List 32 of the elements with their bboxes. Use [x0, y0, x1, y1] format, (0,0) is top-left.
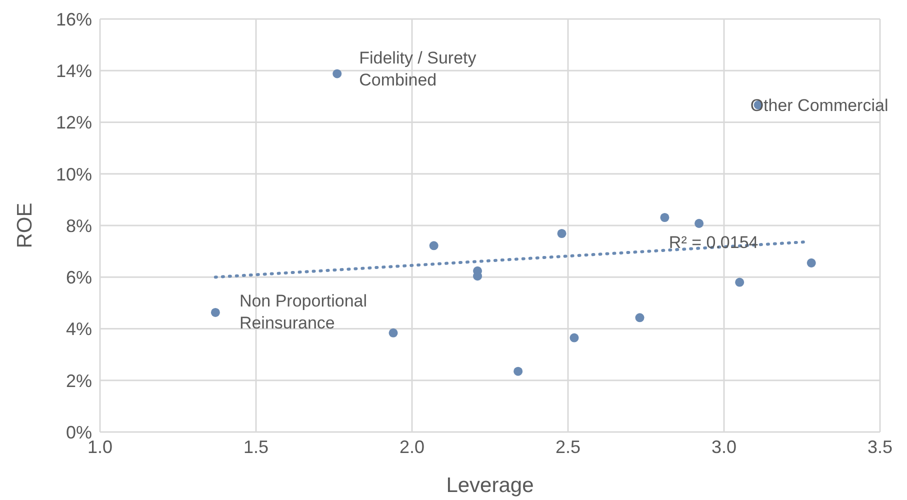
point	[429, 241, 438, 250]
y-tick-label: 0%	[66, 422, 92, 442]
x-tick-label: 2.5	[555, 436, 581, 457]
y-tick-label: 4%	[66, 319, 92, 340]
x-tick-label: 3.0	[711, 436, 737, 457]
point	[660, 212, 670, 222]
x-tick-label: 2.0	[399, 436, 425, 457]
point	[514, 366, 523, 376]
point	[557, 228, 566, 238]
point	[735, 278, 744, 287]
annotation: R² = 0.0154	[668, 232, 758, 252]
point	[806, 258, 816, 268]
y-tick-label: 16%	[56, 9, 92, 30]
annotation: Non Proportional Reinsurance	[239, 291, 368, 332]
point	[210, 308, 220, 317]
y-tick-label: 12%	[56, 112, 92, 133]
point	[332, 69, 342, 78]
x-axis-title: Leverage	[446, 474, 534, 497]
annotation: Other Commercial	[750, 96, 888, 115]
y-tick-label: 14%	[56, 61, 92, 82]
point	[570, 333, 579, 342]
y-tick-label: 10%	[56, 164, 92, 184]
point	[694, 218, 704, 228]
y-tick-label: 2%	[66, 370, 92, 391]
x-tick-label: 1.5	[243, 436, 269, 457]
y-tick-label: 8%	[66, 216, 92, 236]
annotation: Fidelity / Surety Combined	[359, 48, 477, 90]
point	[388, 328, 398, 338]
y-axis-title: ROE	[13, 202, 36, 248]
y-tick-label: 6%	[66, 268, 92, 288]
point	[635, 313, 644, 322]
x-tick-label: 3.5	[867, 436, 893, 457]
